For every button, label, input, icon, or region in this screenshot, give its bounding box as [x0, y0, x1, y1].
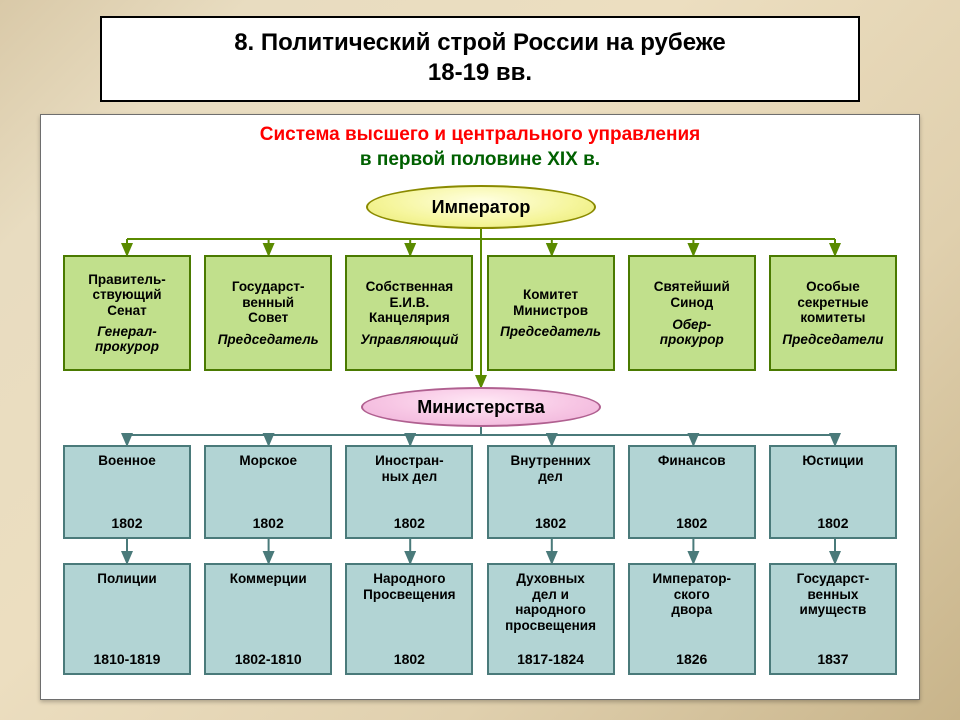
box-subtitle: Обер-прокурор — [660, 317, 724, 347]
slide-title: 8. Политический строй России на рубеже 1… — [100, 16, 860, 102]
box-title: НародногоПросвещения — [363, 571, 455, 602]
ministries-label: Министерства — [417, 397, 545, 418]
org-box: Финансов 1802 — [628, 445, 756, 539]
emperor-node: Император — [366, 185, 596, 229]
box-title: Особыесекретныекомитеты — [797, 279, 868, 326]
box-title: Правитель-ствующийСенат — [88, 272, 166, 319]
box-subtitle: Председатель — [218, 332, 319, 347]
box-year: 1802 — [394, 515, 425, 531]
box-title: Внутреннихдел — [511, 453, 591, 484]
top-bodies-row: Правитель-ствующийСенат Генерал-прокурор Г… — [63, 255, 897, 371]
box-title: Военное — [98, 453, 156, 469]
box-year: 1802 — [253, 515, 284, 531]
diagram-panel: Система высшего и центрального управлени… — [40, 114, 920, 700]
box-year: 1810-1819 — [94, 651, 161, 667]
box-year: 1802-1810 — [235, 651, 302, 667]
ministries-row-2: Полиции 1810-1819 Коммерции 1802-1810 Народн… — [63, 563, 897, 675]
box-subtitle: Председатель — [500, 324, 601, 339]
box-title: Иностран-ных дел — [375, 453, 443, 484]
ministries-node: Министерства — [361, 387, 601, 427]
org-box: Правитель-ствующийСенат Генерал-прокурор — [63, 255, 191, 371]
box-subtitle: Генерал-прокурор — [95, 324, 159, 354]
box-title: Юстиции — [802, 453, 863, 469]
org-box: СобственнаяЕ.И.В.Канцелярия Управляющий — [345, 255, 473, 371]
box-title: Государст-венныхимуществ — [797, 571, 870, 618]
subtitle-line-1: Система высшего и центрального управлени… — [41, 123, 919, 148]
box-title: КомитетМинистров — [513, 287, 588, 318]
box-title: Полиции — [97, 571, 156, 587]
box-title: Финансов — [658, 453, 726, 469]
org-box: Особыесекретныекомитеты Председатели — [769, 255, 897, 371]
org-box: Император-скогодвора 1826 — [628, 563, 756, 675]
emperor-label: Император — [432, 197, 531, 218]
org-box: Юстиции 1802 — [769, 445, 897, 539]
box-title: СвятейшийСинод — [654, 279, 730, 310]
org-box: Духовныхдел инародногопросвещения 1817-18… — [487, 563, 615, 675]
org-box: КомитетМинистров Председатель — [487, 255, 615, 371]
org-box: Иностран-ных дел 1802 — [345, 445, 473, 539]
org-box: Морское 1802 — [204, 445, 332, 539]
diagram-subtitle: Система высшего и центрального управлени… — [41, 123, 919, 172]
org-box: Полиции 1810-1819 — [63, 563, 191, 675]
org-box: Военное 1802 — [63, 445, 191, 539]
org-box: Государст-венныйСовет Председатель — [204, 255, 332, 371]
subtitle-line-2: в первой половине XIX в. — [41, 148, 919, 173]
box-title: Государст-венныйСовет — [232, 279, 305, 326]
box-subtitle: Председатели — [782, 332, 883, 347]
box-year: 1802 — [676, 515, 707, 531]
box-year: 1802 — [394, 651, 425, 667]
ministries-row-1: Военное 1802 Морское 1802 Иностран-ных дел 18… — [63, 445, 897, 539]
box-year: 1837 — [817, 651, 848, 667]
box-title: Император-скогодвора — [652, 571, 731, 618]
box-title: СобственнаяЕ.И.В.Канцелярия — [366, 279, 454, 326]
box-title: Коммерции — [230, 571, 307, 587]
box-year: 1826 — [676, 651, 707, 667]
box-year: 1817-1824 — [517, 651, 584, 667]
box-year: 1802 — [817, 515, 848, 531]
title-line-2: 18-19 вв. — [428, 59, 532, 86]
org-box: Внутреннихдел 1802 — [487, 445, 615, 539]
box-year: 1802 — [535, 515, 566, 531]
org-box: Государст-венныхимуществ 1837 — [769, 563, 897, 675]
box-year: 1802 — [111, 515, 142, 531]
org-box: СвятейшийСинод Обер-прокурор — [628, 255, 756, 371]
box-title: Морское — [239, 453, 297, 469]
box-subtitle: Управляющий — [360, 332, 458, 347]
org-box: НародногоПросвещения 1802 — [345, 563, 473, 675]
box-title: Духовныхдел инародногопросвещения — [505, 571, 596, 633]
title-line-1: 8. Политический строй России на рубеже — [234, 29, 726, 56]
org-box: Коммерции 1802-1810 — [204, 563, 332, 675]
